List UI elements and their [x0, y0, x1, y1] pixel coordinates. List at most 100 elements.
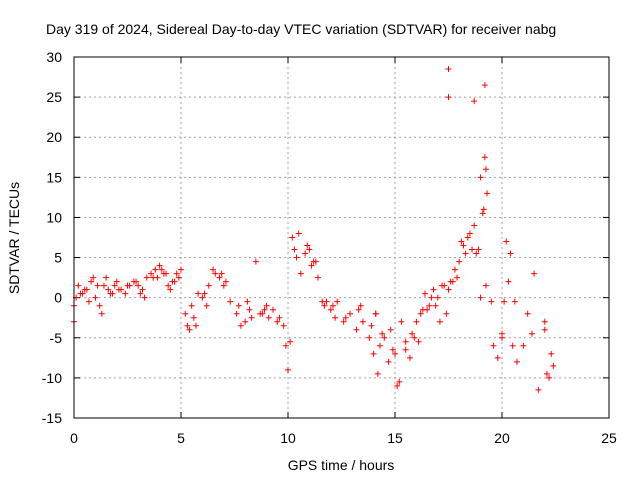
data-point — [276, 314, 283, 321]
data-point — [480, 206, 487, 213]
data-point — [387, 326, 394, 333]
data-point — [218, 270, 225, 277]
data-point — [171, 278, 178, 285]
data-point — [212, 270, 219, 277]
data-point — [306, 246, 313, 253]
data-point — [190, 314, 197, 321]
data-point — [163, 270, 170, 277]
data-point — [332, 314, 339, 321]
data-point — [92, 294, 99, 301]
data-point — [501, 298, 508, 305]
x-tick-label: 15 — [387, 430, 403, 446]
data-point — [428, 294, 435, 301]
data-point — [139, 286, 146, 293]
y-tick-label: -10 — [42, 370, 62, 386]
data-point — [137, 290, 144, 297]
data-point — [550, 362, 557, 369]
data-point — [201, 290, 208, 297]
data-point — [291, 246, 298, 253]
data-point — [494, 354, 501, 361]
data-point — [295, 230, 302, 237]
y-tick-label: 25 — [46, 89, 62, 105]
data-point — [293, 254, 300, 261]
data-point — [265, 314, 272, 321]
data-point — [85, 298, 92, 305]
data-point — [475, 246, 482, 253]
data-point — [456, 258, 463, 265]
data-point — [156, 262, 163, 269]
data-point — [513, 358, 520, 365]
data-point — [381, 334, 388, 341]
data-point — [237, 322, 244, 329]
data-point — [413, 318, 420, 325]
data-point — [490, 342, 497, 349]
data-point — [210, 266, 217, 273]
y-tick-label: 0 — [54, 290, 62, 306]
data-point — [466, 230, 473, 237]
data-point — [94, 282, 101, 289]
data-point — [473, 250, 480, 257]
data-point — [103, 274, 110, 281]
data-point — [77, 290, 84, 297]
data-point — [347, 310, 354, 317]
data-point — [143, 274, 150, 281]
data-point — [482, 166, 489, 173]
data-point — [411, 334, 418, 341]
data-point — [424, 306, 431, 313]
data-point — [548, 350, 555, 357]
data-point — [184, 322, 191, 329]
data-point — [113, 278, 120, 285]
data-point — [396, 378, 403, 385]
data-point — [141, 294, 148, 301]
data-point — [531, 270, 538, 277]
data-point — [546, 374, 553, 381]
data-point — [398, 318, 405, 325]
data-point — [543, 370, 550, 377]
data-point — [357, 302, 364, 309]
data-point — [308, 262, 315, 269]
data-point — [105, 286, 112, 293]
data-point — [167, 286, 174, 293]
chart-points — [71, 66, 557, 393]
data-point — [270, 306, 277, 313]
data-point — [195, 290, 202, 297]
data-point — [199, 294, 206, 301]
data-point — [385, 358, 392, 365]
plot-frame — [73, 56, 610, 419]
data-point — [409, 330, 416, 337]
chart-grid — [74, 57, 609, 418]
data-point — [374, 370, 381, 377]
data-point — [359, 318, 366, 325]
data-point — [443, 310, 450, 317]
data-point — [340, 318, 347, 325]
data-point — [334, 298, 341, 305]
data-point — [432, 302, 439, 309]
data-point — [430, 286, 437, 293]
y-tick-label: -5 — [50, 330, 63, 346]
data-point — [353, 326, 360, 333]
data-point — [182, 310, 189, 317]
data-point — [287, 338, 294, 345]
data-point — [464, 234, 471, 241]
data-point — [222, 278, 229, 285]
data-point — [175, 274, 182, 281]
x-axis-title: GPS time / hours — [288, 457, 395, 473]
data-point — [188, 302, 195, 309]
data-point — [124, 282, 131, 289]
data-point — [235, 302, 242, 309]
data-point — [257, 310, 264, 317]
data-point — [379, 330, 386, 337]
data-point — [417, 310, 424, 317]
data-point — [289, 234, 296, 241]
data-point — [111, 282, 118, 289]
y-tick-label: -15 — [42, 410, 62, 426]
data-point — [481, 154, 488, 161]
data-point — [507, 250, 514, 257]
data-point — [148, 270, 155, 277]
data-point — [520, 342, 527, 349]
data-point — [98, 310, 105, 317]
chart-ticks — [73, 56, 610, 419]
data-point — [503, 238, 510, 245]
data-point — [152, 266, 159, 273]
